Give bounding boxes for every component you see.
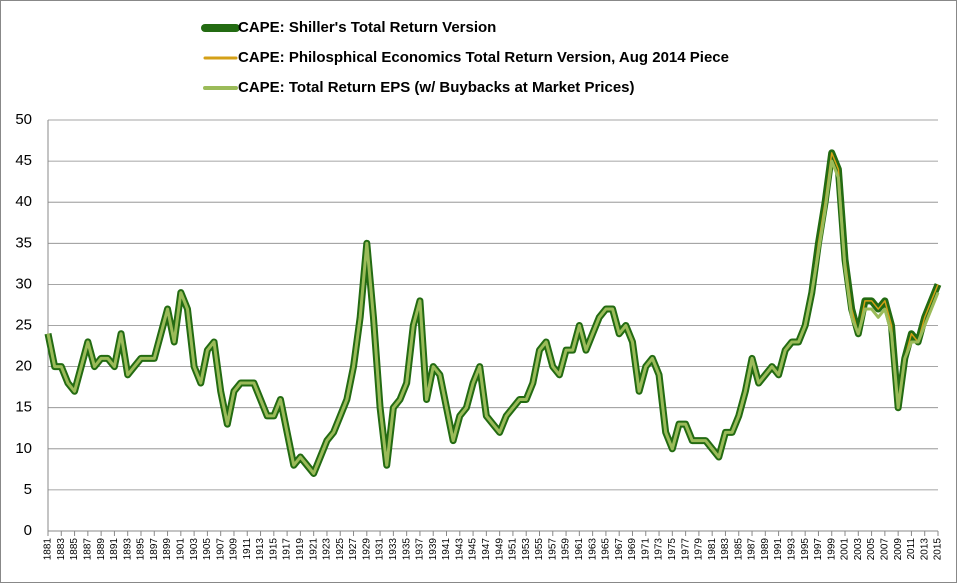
- x-tick-label: 2015: [933, 538, 944, 561]
- x-tick-label: 1899: [162, 538, 173, 561]
- x-tick-label: 2011: [906, 538, 917, 560]
- x-tick-label: 2001: [840, 538, 851, 561]
- x-tick-label: 1925: [335, 538, 346, 561]
- x-tick-label: 1937: [415, 538, 426, 561]
- x-tick-label: 1961: [574, 538, 585, 561]
- x-tick-label: 1891: [109, 538, 120, 561]
- x-tick-label: 1883: [56, 538, 67, 561]
- y-tick-label: 40: [15, 193, 32, 210]
- x-tick-label: 1985: [733, 538, 744, 561]
- x-tick-label: 1987: [747, 538, 758, 561]
- x-tick-label: 1893: [122, 538, 133, 561]
- y-tick-label: 5: [24, 481, 32, 498]
- x-tick-label: 1889: [96, 538, 107, 561]
- x-tick-label: 1901: [175, 538, 186, 561]
- x-tick-label: 2005: [866, 538, 877, 561]
- x-tick-label: 1919: [295, 538, 306, 561]
- x-tick-label: 1973: [654, 538, 665, 561]
- x-tick-label: 1929: [361, 538, 372, 561]
- x-tick-label: 1927: [348, 538, 359, 561]
- x-tick-label: 1971: [640, 538, 651, 561]
- x-tick-label: 1947: [481, 538, 492, 561]
- x-tick-label: 1897: [149, 538, 160, 561]
- x-tick-label: 1951: [508, 538, 519, 561]
- x-tick-label: 1989: [760, 538, 771, 561]
- x-tick-label: 2013: [919, 538, 930, 561]
- x-tick-label: 1895: [136, 538, 147, 561]
- x-tick-label: 2003: [853, 538, 864, 561]
- x-tick-label: 1981: [707, 538, 718, 561]
- x-tick-label: 1881: [43, 538, 54, 561]
- x-tick-label: 1953: [521, 538, 532, 561]
- legend-label: CAPE: Shiller's Total Return Version: [238, 19, 496, 36]
- x-tick-label: 1963: [587, 538, 598, 561]
- x-tick-label: 1903: [189, 538, 200, 561]
- x-tick-label: 1905: [202, 538, 213, 561]
- x-tick-label: 1967: [614, 538, 625, 561]
- series-line: [46, 159, 940, 475]
- legend-label: CAPE: Philosphical Economics Total Retur…: [238, 49, 729, 66]
- y-tick-label: 0: [24, 522, 32, 539]
- x-tick-label: 1887: [82, 538, 93, 561]
- y-tick-label: 20: [15, 358, 32, 375]
- y-tick-label: 35: [15, 234, 32, 251]
- x-tick-label: 1983: [720, 538, 731, 561]
- x-tick-label: 1965: [601, 538, 612, 561]
- y-tick-label: 15: [15, 399, 32, 416]
- y-tick-label: 30: [15, 275, 32, 292]
- x-tick-label: 2009: [893, 538, 904, 561]
- x-tick-label: 1977: [680, 538, 691, 561]
- x-tick-label: 1943: [454, 538, 465, 561]
- y-tick-label: 25: [15, 316, 32, 333]
- x-tick-label: 1997: [813, 538, 824, 561]
- x-tick-label: 1917: [282, 538, 293, 561]
- x-tick-label: 1931: [375, 538, 386, 561]
- legend-label: CAPE: Total Return EPS (w/ Buybacks at M…: [238, 79, 635, 96]
- x-tick-label: 1933: [388, 538, 399, 561]
- x-tick-label: 1955: [534, 538, 545, 561]
- x-tick-label: 1995: [800, 538, 811, 561]
- x-tick-label: 1913: [255, 538, 266, 561]
- x-tick-label: 1921: [308, 538, 319, 561]
- x-tick-label: 1975: [667, 538, 678, 561]
- y-tick-label: 50: [15, 111, 32, 128]
- x-tick-label: 1907: [215, 538, 226, 561]
- x-tick-label: 1949: [494, 538, 505, 561]
- x-tick-label: 1909: [229, 538, 240, 561]
- x-tick-label: 1957: [547, 538, 558, 561]
- x-tick-label: 1993: [787, 538, 798, 561]
- x-tick-label: 2007: [880, 538, 891, 561]
- x-tick-label: 1935: [401, 538, 412, 561]
- y-tick-label: 10: [15, 440, 32, 457]
- x-tick-label: 1941: [441, 538, 452, 561]
- x-tick-label: 1999: [826, 538, 837, 561]
- x-tick-label: 1923: [322, 538, 333, 561]
- x-tick-label: 1911: [242, 538, 253, 560]
- x-tick-label: 1885: [69, 538, 80, 561]
- x-tick-label: 1969: [627, 538, 638, 561]
- x-tick-label: 1945: [468, 538, 479, 561]
- x-tick-label: 1915: [268, 538, 279, 561]
- x-tick-label: 1979: [694, 538, 705, 561]
- y-tick-label: 45: [15, 152, 32, 169]
- x-tick-label: 1939: [428, 538, 439, 561]
- x-tick-label: 1959: [561, 538, 572, 561]
- x-tick-label: 1991: [773, 538, 784, 561]
